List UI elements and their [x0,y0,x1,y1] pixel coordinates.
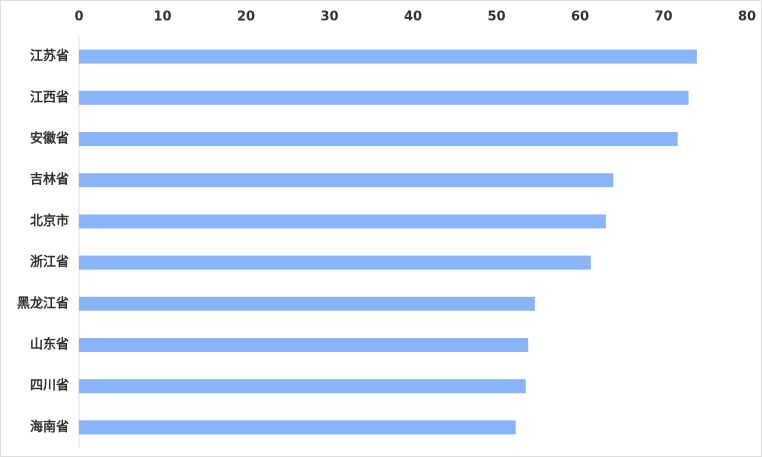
x-tick-label: 50 [487,10,505,25]
x-tick-label: 20 [237,10,255,25]
bar [79,214,606,229]
bar [79,379,526,394]
bar [79,255,591,270]
y-tick-label: 四川省 [30,378,69,394]
bar [79,338,529,352]
bar [79,132,678,146]
bar [79,173,614,188]
bar [79,90,689,105]
bar [79,49,697,64]
y-tick-label: 江苏省 [30,48,69,64]
x-tick-label: 70 [654,10,672,25]
bar [79,296,535,311]
x-tick-label: 60 [571,10,589,25]
y-tick-label: 北京市 [30,213,69,229]
y-tick-label: 山东省 [30,337,69,353]
x-tick-label: 30 [320,10,338,25]
bar [79,420,516,435]
y-tick-label: 浙江省 [30,254,69,270]
y-tick-label: 吉林省 [30,172,69,188]
x-tick-label: 10 [153,10,171,25]
x-tick-label: 40 [404,10,422,25]
y-tick-label: 江西省 [30,89,69,105]
y-tick-label: 黑龙江省 [17,295,69,311]
x-tick-label: 0 [74,10,83,25]
y-tick-label: 海南省 [30,419,69,435]
x-tick-label: 80 [738,10,756,25]
y-tick-label: 安徽省 [30,131,69,147]
